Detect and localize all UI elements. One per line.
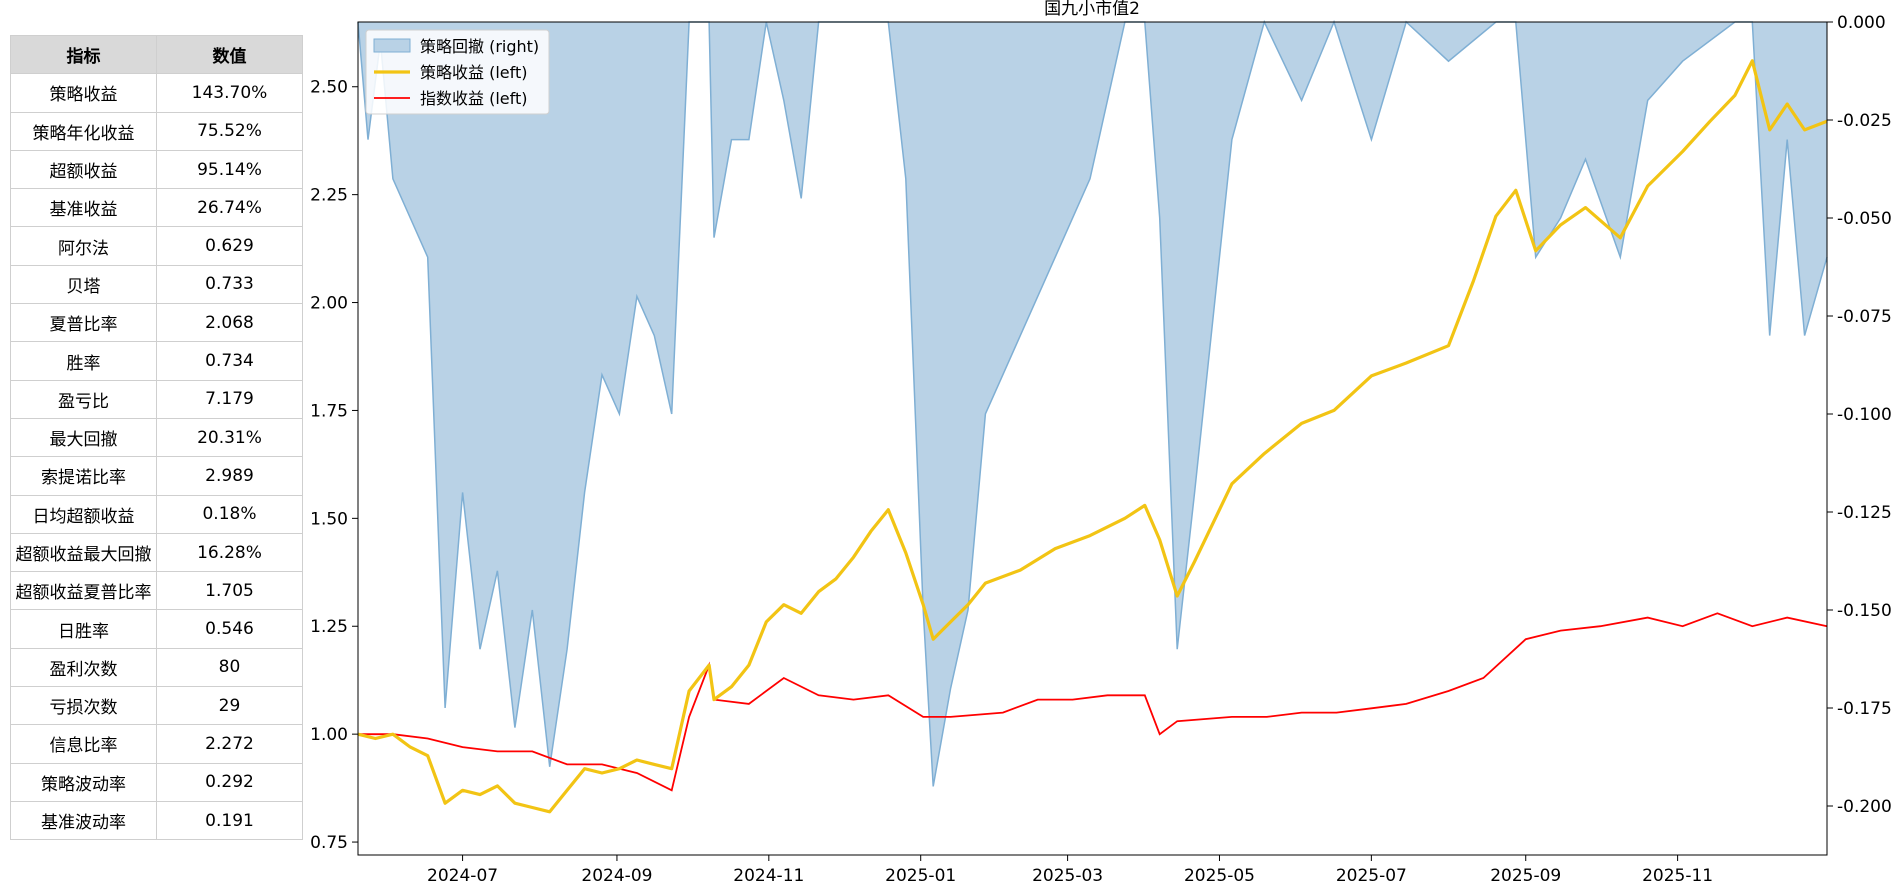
left-tick-label: 1.25 [310,617,348,637]
left-tick-label: 1.75 [310,401,348,421]
x-tick-label: 2025-01 [885,866,956,886]
metric-value: 75.52% [156,111,303,151]
metric-value: 26.74% [156,188,303,228]
chart-title: 国九小市值2 [1044,0,1140,19]
metric-name: 超额收益最大回撤 [10,532,157,573]
header-value: 数值 [156,34,303,75]
metrics-row: 夏普比率 2.068 [10,303,303,343]
metric-value: 0.733 [156,264,303,305]
metrics-row: 阿尔法 0.629 [10,226,303,266]
metric-name: 基准收益 [10,188,157,228]
metrics-row: 贝塔 0.733 [10,264,303,305]
metric-name: 超额收益 [10,149,157,190]
strategy-return-line [357,59,1828,814]
metric-value: 95.14% [156,149,303,190]
left-axis: 0.75 1.00 1.25 1.50 1.75 2.00 2.25 2.50 [310,78,358,853]
metric-value: 2.068 [156,303,303,343]
metric-name: 盈亏比 [10,379,157,419]
metric-name: 亏损次数 [10,686,157,726]
series-lines [357,59,1828,814]
metric-name: 夏普比率 [10,303,157,343]
metrics-row: 基准收益 26.74% [10,188,303,228]
left-tick-label: 2.50 [310,78,348,98]
left-tick-label: 2.25 [310,186,348,206]
metrics-row: 日均超额收益 0.18% [10,494,303,534]
right-tick-label: 0.000 [1837,13,1886,33]
x-tick-label: 2024-09 [581,866,652,886]
legend: 策略回撤 (right) 策略收益 (left) 指数收益 (left) [365,29,550,115]
left-tick-label: 1.00 [310,725,348,745]
legend-swatch-drawdown [373,38,411,53]
metrics-header-row: 指标 数值 [10,34,303,75]
metric-value: 0.629 [156,226,303,266]
metric-name: 超额收益夏普比率 [10,571,157,611]
metric-name: 基准波动率 [10,800,157,841]
metric-value: 7.179 [156,379,303,419]
right-tick-label: -0.150 [1837,601,1892,621]
right-tick-label: -0.200 [1837,797,1892,817]
metric-value: 0.546 [156,609,303,649]
metric-name: 策略收益 [10,73,157,113]
metrics-row: 日胜率 0.546 [10,609,303,649]
metrics-row: 超额收益最大回撤 16.28% [10,532,303,573]
metric-name: 策略波动率 [10,762,157,802]
right-tick-label: -0.075 [1837,307,1892,327]
left-tick-label: 1.50 [310,509,348,529]
x-tick-label: 2025-09 [1490,866,1561,886]
metric-name: 阿尔法 [10,226,157,266]
metric-value: 2.272 [156,724,303,764]
metric-value: 1.705 [156,571,303,611]
metrics-row: 最大回撤 20.31% [10,417,303,458]
drawdown-line [357,19,1828,787]
right-tick-label: -0.050 [1837,209,1892,229]
metrics-row: 胜率 0.734 [10,341,303,381]
x-tick-label: 2025-03 [1032,866,1103,886]
metrics-table: 指标 数值 策略收益 143.70% 策略年化收益 75.52% 超额收益 95.14% 基… [10,34,303,841]
header-metric: 指标 [10,34,157,75]
metrics-row: 基准波动率 0.191 [10,800,303,841]
x-tick-label: 2025-07 [1336,866,1407,886]
right-tick-label: -0.175 [1837,699,1892,719]
metric-value: 0.191 [156,800,303,841]
right-tick-label: -0.025 [1837,111,1892,131]
x-tick-label: 2024-07 [427,866,498,886]
metric-value: 143.70% [156,73,303,113]
metrics-row: 策略年化收益 75.52% [10,111,303,151]
left-tick-label: 0.75 [310,833,348,853]
metric-name: 贝塔 [10,264,157,305]
x-axis: 2024-07 2024-09 2024-11 2025-01 2025-03 2025-… [427,855,1713,886]
drawdown-area [357,19,1828,787]
x-tick-label: 2025-11 [1642,866,1713,886]
index-return-line [358,612,1828,792]
legend-box [365,29,550,115]
metrics-body: 策略收益 143.70% 策略年化收益 75.52% 超额收益 95.14% 基准收益 26.… [10,73,303,841]
metric-name: 日均超额收益 [10,494,157,534]
metric-value: 16.28% [156,532,303,573]
right-axis: 0.000 -0.025 -0.050 -0.075 -0.100 -0.125 -0.15… [1827,13,1892,817]
metrics-row: 信息比率 2.272 [10,724,303,764]
drawdown-fill [358,22,1827,787]
plot-frame [357,21,1828,856]
x-tick-label: 2024-11 [733,866,804,886]
right-tick-label: -0.125 [1837,503,1892,523]
left-tick-label: 2.00 [310,294,348,314]
metrics-row: 策略收益 143.70% [10,73,303,113]
legend-label: 策略回撤 (right) [420,37,539,56]
metrics-row: 超额收益 95.14% [10,149,303,190]
x-tick-label: 2025-05 [1184,866,1255,886]
metrics-row: 索提诺比率 2.989 [10,456,303,496]
metric-value: 0.18% [156,494,303,534]
legend-label: 策略收益 (left) [420,63,528,82]
metric-value: 2.989 [156,456,303,496]
metrics-row: 超额收益夏普比率 1.705 [10,571,303,611]
metrics-row: 盈亏比 7.179 [10,379,303,419]
metric-name: 信息比率 [10,724,157,764]
metrics-row: 策略波动率 0.292 [10,762,303,802]
legend-label: 指数收益 (left) [420,89,528,108]
right-tick-label: -0.100 [1837,405,1892,425]
